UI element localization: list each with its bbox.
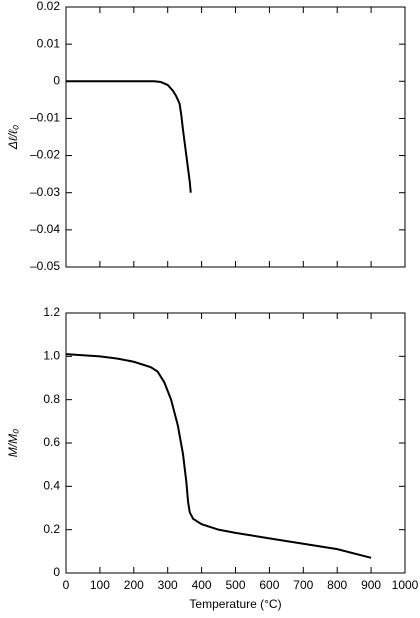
y-tick-label: 0.4	[43, 479, 60, 493]
y-tick-label: 1.0	[43, 349, 60, 363]
x-tick-label: 100	[90, 578, 110, 592]
x-tick-label: 500	[225, 578, 245, 592]
data-line	[66, 80, 192, 193]
y-tick-label: –0.04	[30, 222, 60, 236]
x-tick-label: 0	[63, 578, 70, 592]
x-tick-label: 700	[293, 578, 313, 592]
plot-frame	[65, 6, 406, 268]
data-line	[65, 353, 372, 559]
y-tick-label: 0	[53, 73, 60, 87]
y-tick-label: 0.2	[43, 522, 60, 536]
x-tick-label: 1000	[392, 578, 419, 592]
x-axis-label: Temperature (°C)	[189, 597, 281, 611]
x-tick-label: 200	[124, 578, 144, 592]
x-tick-label: 400	[192, 578, 212, 592]
y-tick-label: 0	[53, 565, 60, 579]
y-tick-label: –0.03	[30, 185, 60, 199]
y-tick-label: –0.01	[30, 111, 60, 125]
y-tick-label: 1.2	[43, 305, 60, 319]
y-axis-label: M/M₀	[6, 429, 20, 457]
x-tick-label: 900	[361, 578, 381, 592]
x-tick-label: 600	[259, 578, 279, 592]
y-tick-label: 0.02	[37, 0, 61, 13]
y-tick-label: 0.01	[37, 36, 61, 50]
y-tick-label: 0.6	[43, 435, 60, 449]
y-tick-label: –0.05	[30, 259, 60, 273]
y-axis-label: Δℓ/ℓ₀	[6, 125, 20, 150]
plot-frame	[65, 312, 406, 574]
y-tick-label: –0.02	[30, 148, 60, 162]
y-tick-label: 0.8	[43, 392, 60, 406]
x-tick-label: 800	[327, 578, 347, 592]
x-tick-label: 300	[158, 578, 178, 592]
